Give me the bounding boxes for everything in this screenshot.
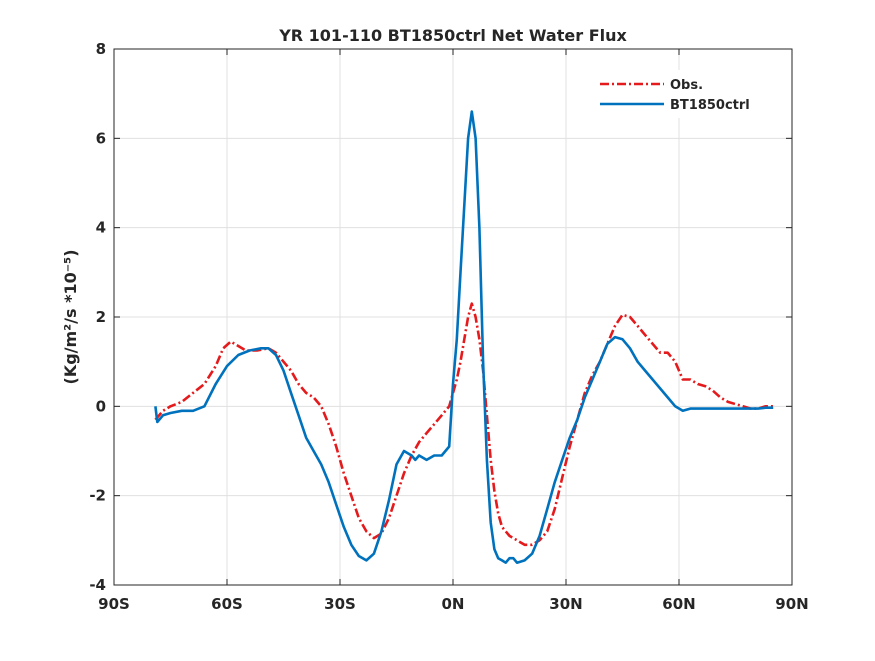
axis-ticks: 90S 60S 30S 0N 30N 60N 90N -4 -2 0 2 4 6 8 — [89, 40, 808, 613]
x-tick-label: 0N — [442, 595, 465, 613]
x-tick-label: 90S — [98, 595, 130, 613]
legend-box — [592, 70, 772, 118]
legend: Obs. BT1850ctrl — [592, 70, 772, 118]
x-tick-label: 60S — [211, 595, 243, 613]
y-tick-label: 0 — [96, 397, 106, 415]
y-tick-label: 2 — [96, 308, 106, 326]
x-tick-label: 60N — [662, 595, 695, 613]
y-tick-label: -4 — [89, 576, 106, 594]
x-tick-label: 90N — [775, 595, 808, 613]
y-tick-label: 8 — [96, 40, 106, 58]
x-tick-label: 30N — [549, 595, 582, 613]
legend-label: Obs. — [670, 78, 703, 93]
y-tick-label: -2 — [89, 487, 106, 505]
chart-title: YR 101-110 BT1850ctrl Net Water Flux — [278, 26, 627, 45]
series-lines — [154, 110, 774, 565]
x-tick-label: 30S — [324, 595, 356, 613]
y-tick-label: 6 — [96, 129, 106, 147]
y-axis-label: (Kg/m²/s *10⁻⁵) — [61, 249, 80, 384]
series-line-obs — [154, 302, 774, 547]
legend-label: BT1850ctrl — [670, 98, 750, 113]
series-line-bt1850ctrl — [154, 110, 774, 565]
y-tick-label: 4 — [96, 219, 106, 237]
